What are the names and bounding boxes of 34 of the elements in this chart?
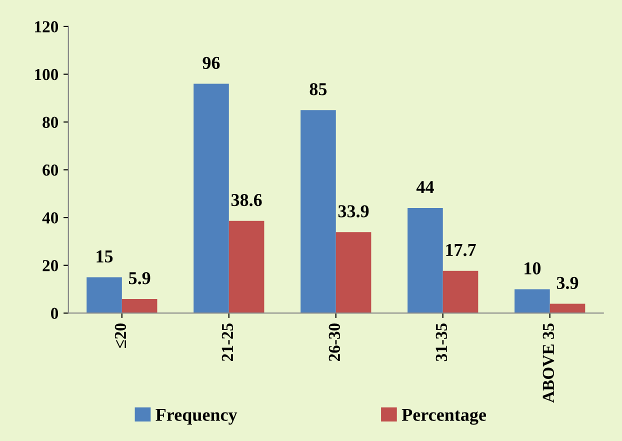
bar bbox=[408, 208, 443, 314]
bar bbox=[300, 110, 336, 314]
bar bbox=[514, 289, 550, 314]
x-tick-label: ≤20 bbox=[114, 323, 126, 348]
bar bbox=[550, 304, 586, 314]
legend-label: Percentage bbox=[402, 408, 486, 425]
x-tick-label: 31-35 bbox=[436, 323, 448, 362]
x-tick-label: 26-30 bbox=[328, 323, 340, 362]
y-tick-label: 40 bbox=[42, 212, 58, 224]
bar bbox=[122, 299, 158, 314]
bar bbox=[86, 277, 122, 314]
y-tick-label: 20 bbox=[42, 260, 58, 272]
bar bbox=[442, 270, 478, 314]
x-tick-label: 21-25 bbox=[222, 323, 234, 362]
data-label: 33.9 bbox=[338, 205, 369, 218]
bar bbox=[228, 220, 264, 314]
bar bbox=[336, 232, 372, 314]
data-label: 17.7 bbox=[446, 244, 476, 256]
data-label: 38.6 bbox=[231, 194, 262, 206]
y-tick-label: 80 bbox=[42, 116, 58, 128]
y-tick-label: 120 bbox=[35, 21, 58, 32]
data-label: 3.9 bbox=[556, 276, 578, 290]
data-label: 85 bbox=[310, 83, 327, 96]
y-tick-label: 0 bbox=[51, 308, 58, 320]
data-label: 5.9 bbox=[129, 272, 150, 284]
data-label: 96 bbox=[202, 56, 220, 70]
legend-label: Frequency bbox=[156, 408, 238, 425]
data-label: 15 bbox=[96, 250, 113, 262]
bar bbox=[194, 84, 229, 314]
x-tick-label: ABOVE 35 bbox=[542, 323, 554, 403]
y-tick-label: 60 bbox=[42, 164, 58, 176]
data-label: 44 bbox=[416, 181, 434, 194]
y-tick-label: 100 bbox=[35, 68, 58, 80]
data-label: 10 bbox=[524, 262, 541, 274]
